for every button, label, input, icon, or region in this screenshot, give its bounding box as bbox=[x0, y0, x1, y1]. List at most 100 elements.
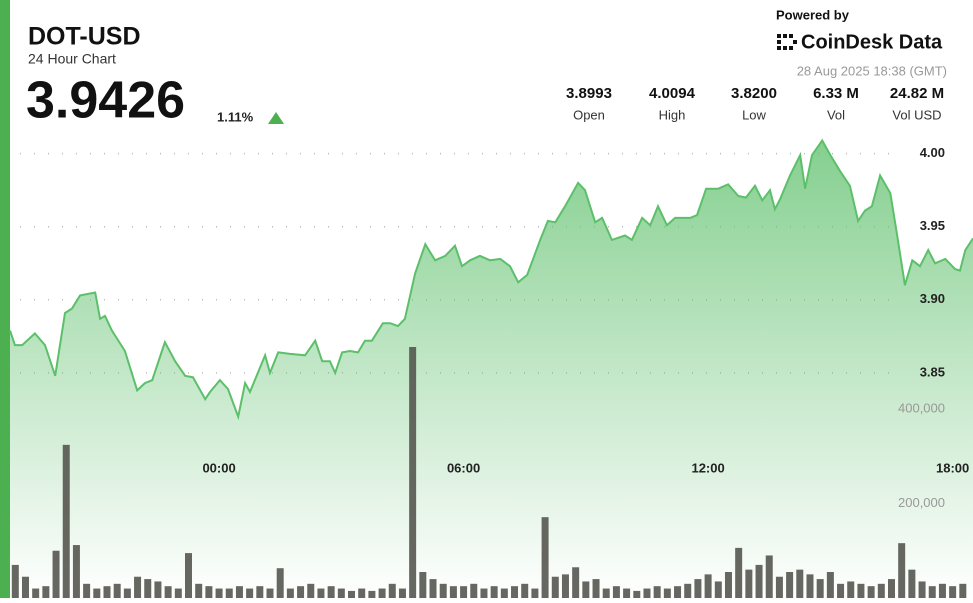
volume-bar bbox=[582, 581, 590, 598]
volume-bar bbox=[714, 581, 722, 598]
volume-bar bbox=[674, 586, 682, 598]
volume-bar bbox=[612, 586, 620, 598]
volume-bar bbox=[959, 583, 967, 598]
volume-bar bbox=[704, 574, 712, 598]
volume-bar bbox=[21, 576, 29, 598]
volume-bar bbox=[908, 569, 916, 598]
volume-bar bbox=[439, 583, 447, 598]
volume-bar bbox=[256, 586, 264, 598]
stat-label: Open bbox=[573, 107, 605, 122]
volume-bar bbox=[551, 576, 559, 598]
stat-value: 24.82 M bbox=[890, 85, 944, 102]
volume-bar bbox=[531, 588, 539, 598]
volume-bar bbox=[11, 564, 19, 598]
volume-bar bbox=[174, 588, 182, 598]
volume-bar bbox=[847, 581, 855, 598]
accent-bar bbox=[0, 0, 10, 598]
x-tick-label: 00:00 bbox=[202, 460, 235, 475]
volume-bar bbox=[409, 346, 417, 598]
volume-bar bbox=[745, 569, 753, 598]
volume-bar bbox=[378, 588, 386, 598]
volume-bar bbox=[796, 569, 804, 598]
volume-bar bbox=[164, 586, 172, 598]
stat-label: High bbox=[659, 107, 686, 122]
volume-bar bbox=[949, 586, 957, 598]
volume-bar bbox=[490, 586, 498, 598]
stat-label: Low bbox=[742, 107, 766, 122]
volume-bar bbox=[42, 586, 50, 598]
volume-bar bbox=[123, 588, 131, 598]
volume-bar bbox=[195, 583, 203, 598]
brand: CoinDesk Data bbox=[801, 31, 943, 53]
volume-bar bbox=[449, 586, 457, 598]
volume-bar bbox=[938, 583, 946, 598]
volume-bar bbox=[592, 579, 600, 598]
volume-bar bbox=[521, 583, 529, 598]
stat-value: 4.0094 bbox=[649, 85, 696, 102]
volume-bar bbox=[887, 579, 895, 598]
stat-value: 6.33 M bbox=[813, 85, 859, 102]
volume-bar bbox=[572, 567, 580, 598]
plot: 3.85 3.90 3.95 4.00 200,000 400,000 00:00 06:00… bbox=[9, 138, 973, 598]
volume-bar bbox=[755, 564, 763, 598]
y2-tick-label: 400,000 bbox=[898, 400, 945, 415]
x-tick-label: 06:00 bbox=[447, 460, 480, 475]
volume-bar bbox=[72, 545, 80, 598]
timestamp: 28 Aug 2025 18:38 (GMT) bbox=[797, 63, 947, 78]
volume-bar bbox=[857, 583, 865, 598]
volume-bar bbox=[541, 517, 549, 598]
volume-bar bbox=[286, 588, 294, 598]
volume-bar bbox=[327, 586, 335, 598]
volume-bar bbox=[826, 572, 834, 598]
price-area bbox=[10, 140, 973, 598]
volume-bar bbox=[470, 583, 478, 598]
volume-bar bbox=[205, 586, 213, 598]
volume-bar bbox=[113, 583, 121, 598]
powered-by: Powered by bbox=[776, 7, 850, 22]
volume-bar bbox=[429, 579, 437, 598]
volume-bar bbox=[602, 588, 610, 598]
volume-bar bbox=[500, 588, 508, 598]
subtitle: 24 Hour Chart bbox=[28, 51, 116, 67]
volume-bar bbox=[867, 586, 875, 598]
volume-bar bbox=[561, 574, 569, 598]
x-tick-label: 18:00 bbox=[936, 460, 969, 475]
volume-bar bbox=[388, 583, 396, 598]
volume-bar bbox=[837, 583, 845, 598]
change: 1.11% bbox=[217, 109, 254, 124]
logo-icon bbox=[777, 34, 797, 50]
volume-bar bbox=[266, 588, 274, 598]
volume-bar bbox=[337, 588, 345, 598]
volume-bar bbox=[93, 588, 101, 598]
volume-bar bbox=[235, 586, 243, 598]
up-arrow bbox=[268, 112, 284, 124]
volume-bar bbox=[511, 586, 519, 598]
volume-bar bbox=[215, 588, 223, 598]
volume-bar bbox=[724, 572, 732, 598]
volume-bar bbox=[184, 553, 192, 598]
stat-value: 3.8200 bbox=[731, 85, 777, 102]
volume-bar bbox=[694, 579, 702, 598]
volume-bar bbox=[633, 590, 641, 598]
volume-bar bbox=[623, 588, 631, 598]
volume-bar bbox=[663, 588, 671, 598]
y-tick-label: 4.00 bbox=[920, 145, 945, 160]
volume-bar bbox=[786, 572, 794, 598]
volume-bar bbox=[775, 576, 783, 598]
volume-bar bbox=[246, 588, 254, 598]
y-tick-label: 3.90 bbox=[920, 291, 945, 306]
volume-bar bbox=[684, 583, 692, 598]
volume-bar bbox=[816, 579, 824, 598]
volume-bar bbox=[348, 590, 356, 598]
volume-bar bbox=[653, 586, 661, 598]
y-tick-label: 3.95 bbox=[920, 218, 945, 233]
volume-bar bbox=[643, 588, 651, 598]
volume-bar bbox=[806, 574, 814, 598]
volume-bar bbox=[134, 576, 142, 598]
volume-bar bbox=[735, 547, 743, 598]
volume-bar bbox=[83, 583, 91, 598]
x-tick-label: 12:00 bbox=[691, 460, 724, 475]
volume-bar bbox=[368, 590, 376, 598]
